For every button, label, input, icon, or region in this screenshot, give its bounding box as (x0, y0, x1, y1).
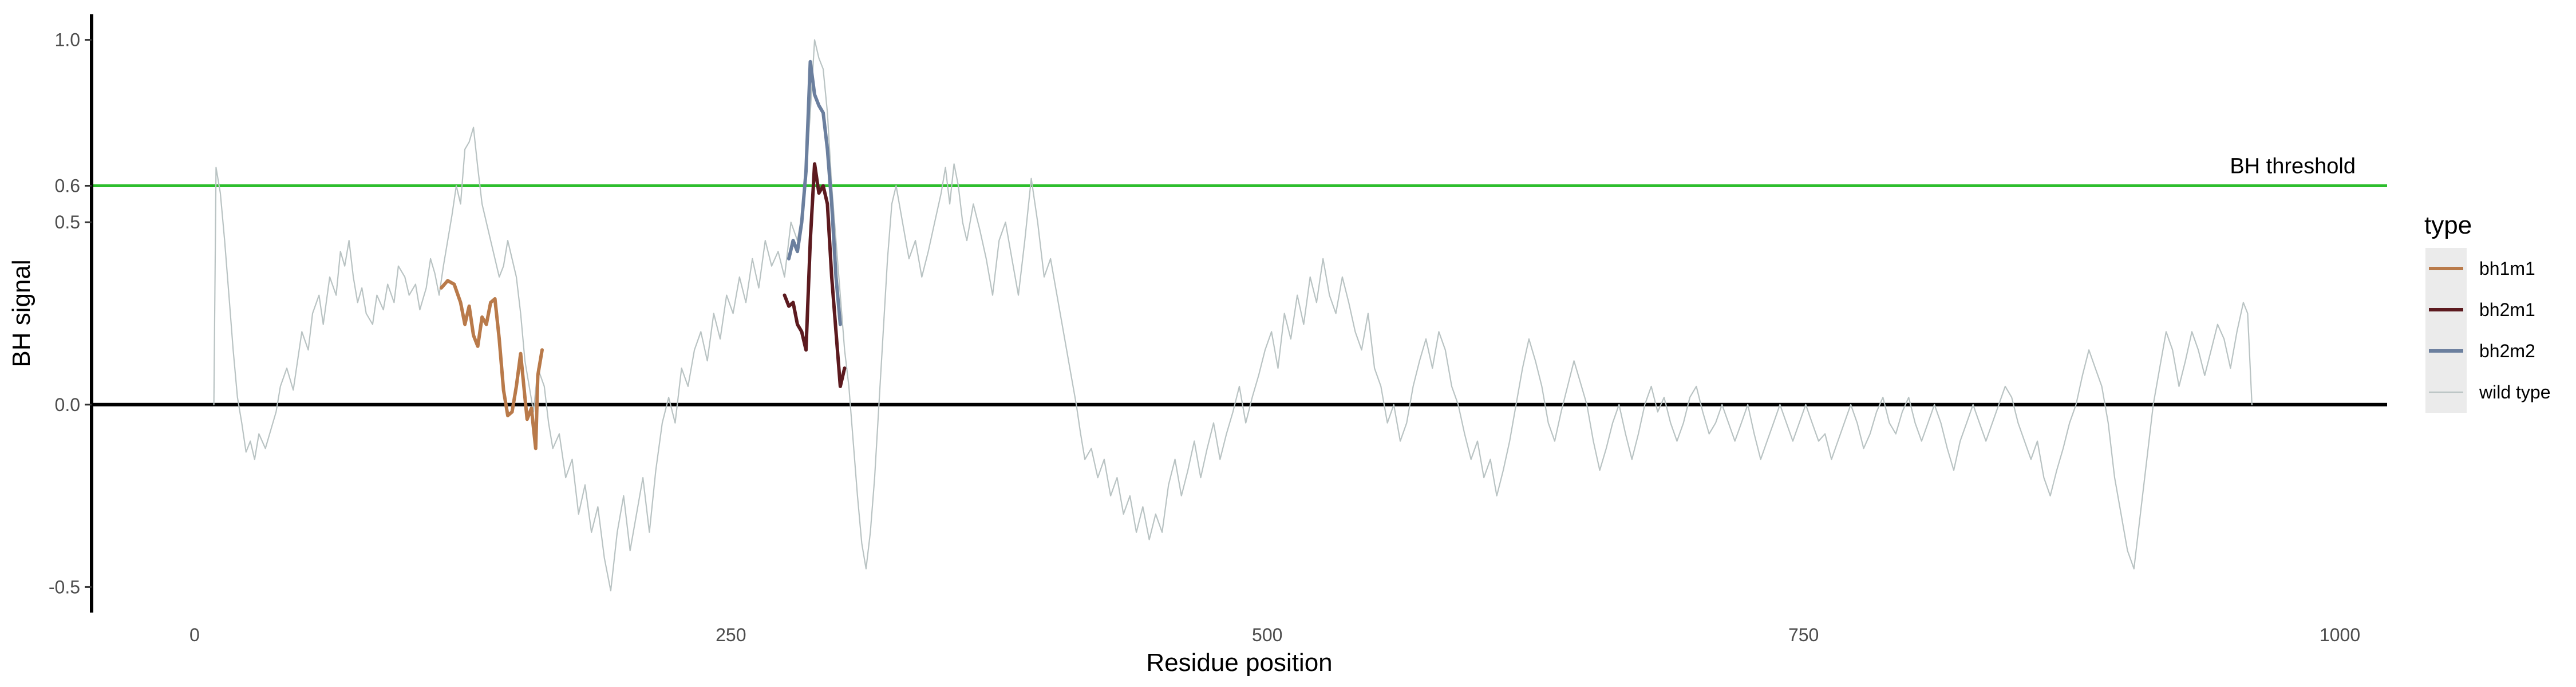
x-tick-label: 0 (189, 625, 200, 645)
threshold-label: BH threshold (2230, 154, 2356, 178)
x-tick-label: 1000 (2320, 625, 2360, 645)
plot-area (92, 39, 2387, 591)
x-tick-label: 250 (716, 625, 746, 645)
series-line-bh2m2 (787, 60, 842, 326)
series-line-wild-type (213, 39, 2253, 591)
y-tick-label: -0.5 (49, 577, 80, 597)
legend-label: bh2m2 (2479, 341, 2535, 361)
x-axis: 0 250 500 750 1000 (189, 625, 2360, 645)
y-tick-label: 0.0 (55, 394, 80, 415)
legend-label: bh1m1 (2479, 258, 2535, 279)
y-axis: -0.5 0.0 0.5 0.6 1.0 (49, 14, 93, 613)
legend-label: bh2m1 (2479, 299, 2535, 320)
x-tick-label: 750 (1788, 625, 1819, 645)
x-axis-title: Residue position (1146, 649, 1332, 677)
legend-label: wild type (2479, 382, 2551, 402)
y-tick-label: 1.0 (55, 30, 80, 50)
y-axis-title: BH signal (7, 259, 35, 367)
series-line-bh1m1 (439, 279, 544, 451)
legend: type bh1m1 bh2m1 bh2m2 wild type (2424, 211, 2551, 413)
y-tick-label: 0.6 (55, 175, 80, 196)
series-line-bh2m1 (783, 162, 847, 388)
y-tick-label: 0.5 (55, 212, 80, 232)
x-tick-label: 500 (1252, 625, 1282, 645)
legend-title: type (2424, 211, 2472, 239)
